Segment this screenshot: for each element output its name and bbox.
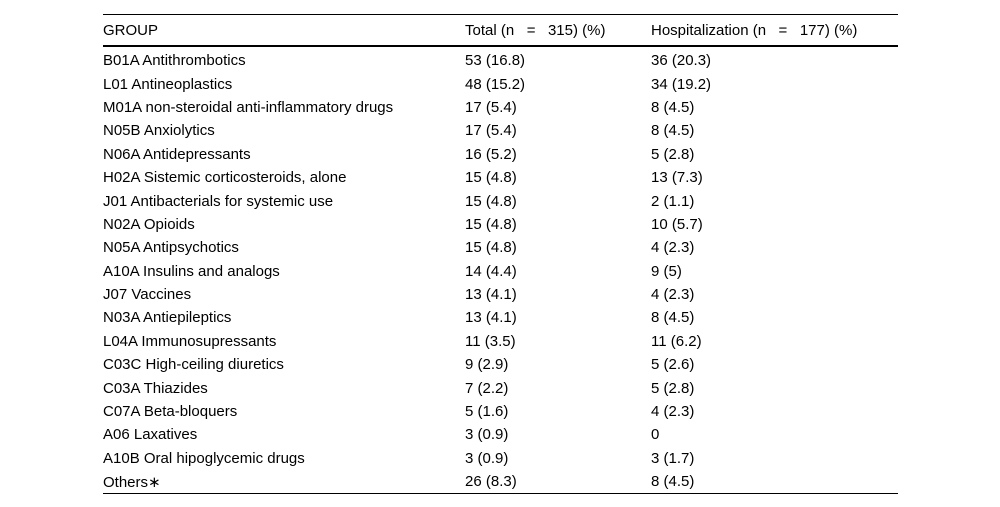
group-cell: H02A Sistemic corticosteroids, alone [103,169,347,187]
hospitalization-cell: 36 (20.3) [651,52,712,70]
table-row: A10A Insulins and analogs 14 (4.4) 9 (5) [103,260,898,283]
table-row: M01A non-steroidal anti-inflammatory dru… [103,96,898,119]
hospitalization-cell: 8 (4.5) [651,309,695,327]
hospitalization-cell: 4 (2.3) [651,403,695,421]
group-cell: A10A Insulins and analogs [103,262,280,280]
total-cell: 13 (4.1) [465,286,517,304]
total-cell: 15 (4.8) [465,192,517,210]
total-cell: 7 (2.2) [465,379,509,397]
group-cell: C03A Thiazides [103,379,208,397]
hospitalization-cell: 5 (2.6) [651,356,695,374]
hospitalization-cell: 5 (2.8) [651,379,695,397]
table-row: B01A Antithrombotics 53 (16.8) 36 (20.3) [103,46,898,72]
table-row: L04A Immunosupressants 11 (3.5) 11 (6.2) [103,330,898,353]
table-row: H02A Sistemic corticosteroids, alone 15 (… [103,166,898,189]
table-row: N03A Antiepileptics 13 (4.1) 8 (4.5) [103,306,898,329]
hospitalization-cell: 34 (19.2) [651,75,712,93]
group-cell: L04A Immunosupressants [103,332,277,350]
total-cell: 5 (1.6) [465,403,509,421]
table-row: C03C High-ceiling diuretics 9 (2.9) 5 (2.6… [103,353,898,376]
total-cell: 15 (4.8) [465,215,517,233]
group-cell: B01A Antithrombotics [103,52,246,70]
column-header-group: GROUP [103,21,159,39]
table-row: J07 Vaccines 13 (4.1) 4 (2.3) [103,283,898,306]
table-row: C07A Beta-bloquers 5 (1.6) 4 (2.3) [103,400,898,423]
hospitalization-cell: 4 (2.3) [651,239,695,257]
group-cell: J07 Vaccines [103,286,192,304]
group-cell: A06 Laxatives [103,426,198,444]
table-row: C03A Thiazides 7 (2.2) 5 (2.8) [103,376,898,399]
total-cell: 15 (4.8) [465,169,517,187]
hospitalization-cell: 8 (4.5) [651,122,695,140]
total-cell: 17 (5.4) [465,98,517,116]
hospitalization-cell: 4 (2.3) [651,286,695,304]
group-cell: C07A Beta-bloquers [103,403,238,421]
total-cell: 11 (3.5) [465,332,516,350]
hospitalization-cell: 8 (4.5) [651,473,695,491]
total-cell: 16 (5.2) [465,145,517,163]
total-cell: 3 (0.9) [465,449,509,467]
total-cell: 9 (2.9) [465,356,509,374]
table-row: N05B Anxiolytics 17 (5.4) 8 (4.5) [103,119,898,142]
table-row: A10B Oral hipoglycemic drugs 3 (0.9) 3 (1.… [103,447,898,470]
group-cell: N03A Antiepileptics [103,309,232,327]
total-cell: 48 (15.2) [465,75,526,93]
table-row: L01 Antineoplastics 48 (15.2) 34 (19.2) [103,72,898,95]
group-cell: A10B Oral hipoglycemic drugs [103,449,305,467]
total-cell: 14 (4.4) [465,262,517,280]
table-header: GROUP Total (n = 315) (%) Hospitalizatio… [103,15,898,46]
hospitalization-cell: 10 (5.7) [651,215,703,233]
total-cell: 15 (4.8) [465,239,517,257]
table-row: Others∗ 26 (8.3) 8 (4.5) [103,470,898,494]
group-cell: Others∗ [103,473,161,491]
table-row: J01 Antibacterials for systemic use 15 (4… [103,189,898,212]
table-header-row: GROUP Total (n = 315) (%) Hospitalizatio… [103,15,898,46]
table-row: A06 Laxatives 3 (0.9) 0 [103,423,898,446]
column-header-hospitalization: Hospitalization (n = 177) (%) [651,21,858,39]
total-cell: 3 (0.9) [465,426,509,444]
group-cell: L01 Antineoplastics [103,75,233,93]
hospitalization-cell: 11 (6.2) [651,332,702,350]
column-header-total: Total (n = 315) (%) [465,21,606,39]
table-row: N06A Antidepressants 16 (5.2) 5 (2.8) [103,143,898,166]
table-row: N02A Opioids 15 (4.8) 10 (5.7) [103,213,898,236]
drug-group-table-container: GROUP Total (n = 315) (%) Hospitalizatio… [103,14,898,495]
hospitalization-cell: 2 (1.1) [651,192,695,210]
total-cell: 13 (4.1) [465,309,517,327]
hospitalization-cell: 5 (2.8) [651,145,695,163]
group-cell: J01 Antibacterials for systemic use [103,192,334,210]
group-cell: N05A Antipsychotics [103,239,239,257]
total-cell: 53 (16.8) [465,52,526,70]
group-cell: N06A Antidepressants [103,145,251,163]
group-cell: N02A Opioids [103,215,195,233]
hospitalization-cell: 13 (7.3) [651,169,703,187]
table-row: N05A Antipsychotics 15 (4.8) 4 (2.3) [103,236,898,259]
hospitalization-cell: 0 [651,426,660,444]
group-cell: C03C High-ceiling diuretics [103,356,284,374]
table-body: B01A Antithrombotics 53 (16.8) 36 (20.3) L0… [103,46,898,494]
group-cell: M01A non-steroidal anti-inflammatory dru… [103,98,394,116]
hospitalization-cell: 3 (1.7) [651,449,695,467]
hospitalization-cell: 8 (4.5) [651,98,695,116]
total-cell: 17 (5.4) [465,122,517,140]
total-cell: 26 (8.3) [465,473,517,491]
group-cell: N05B Anxiolytics [103,122,215,140]
drug-group-table: GROUP Total (n = 315) (%) Hospitalizatio… [103,14,898,495]
hospitalization-cell: 9 (5) [651,262,682,280]
